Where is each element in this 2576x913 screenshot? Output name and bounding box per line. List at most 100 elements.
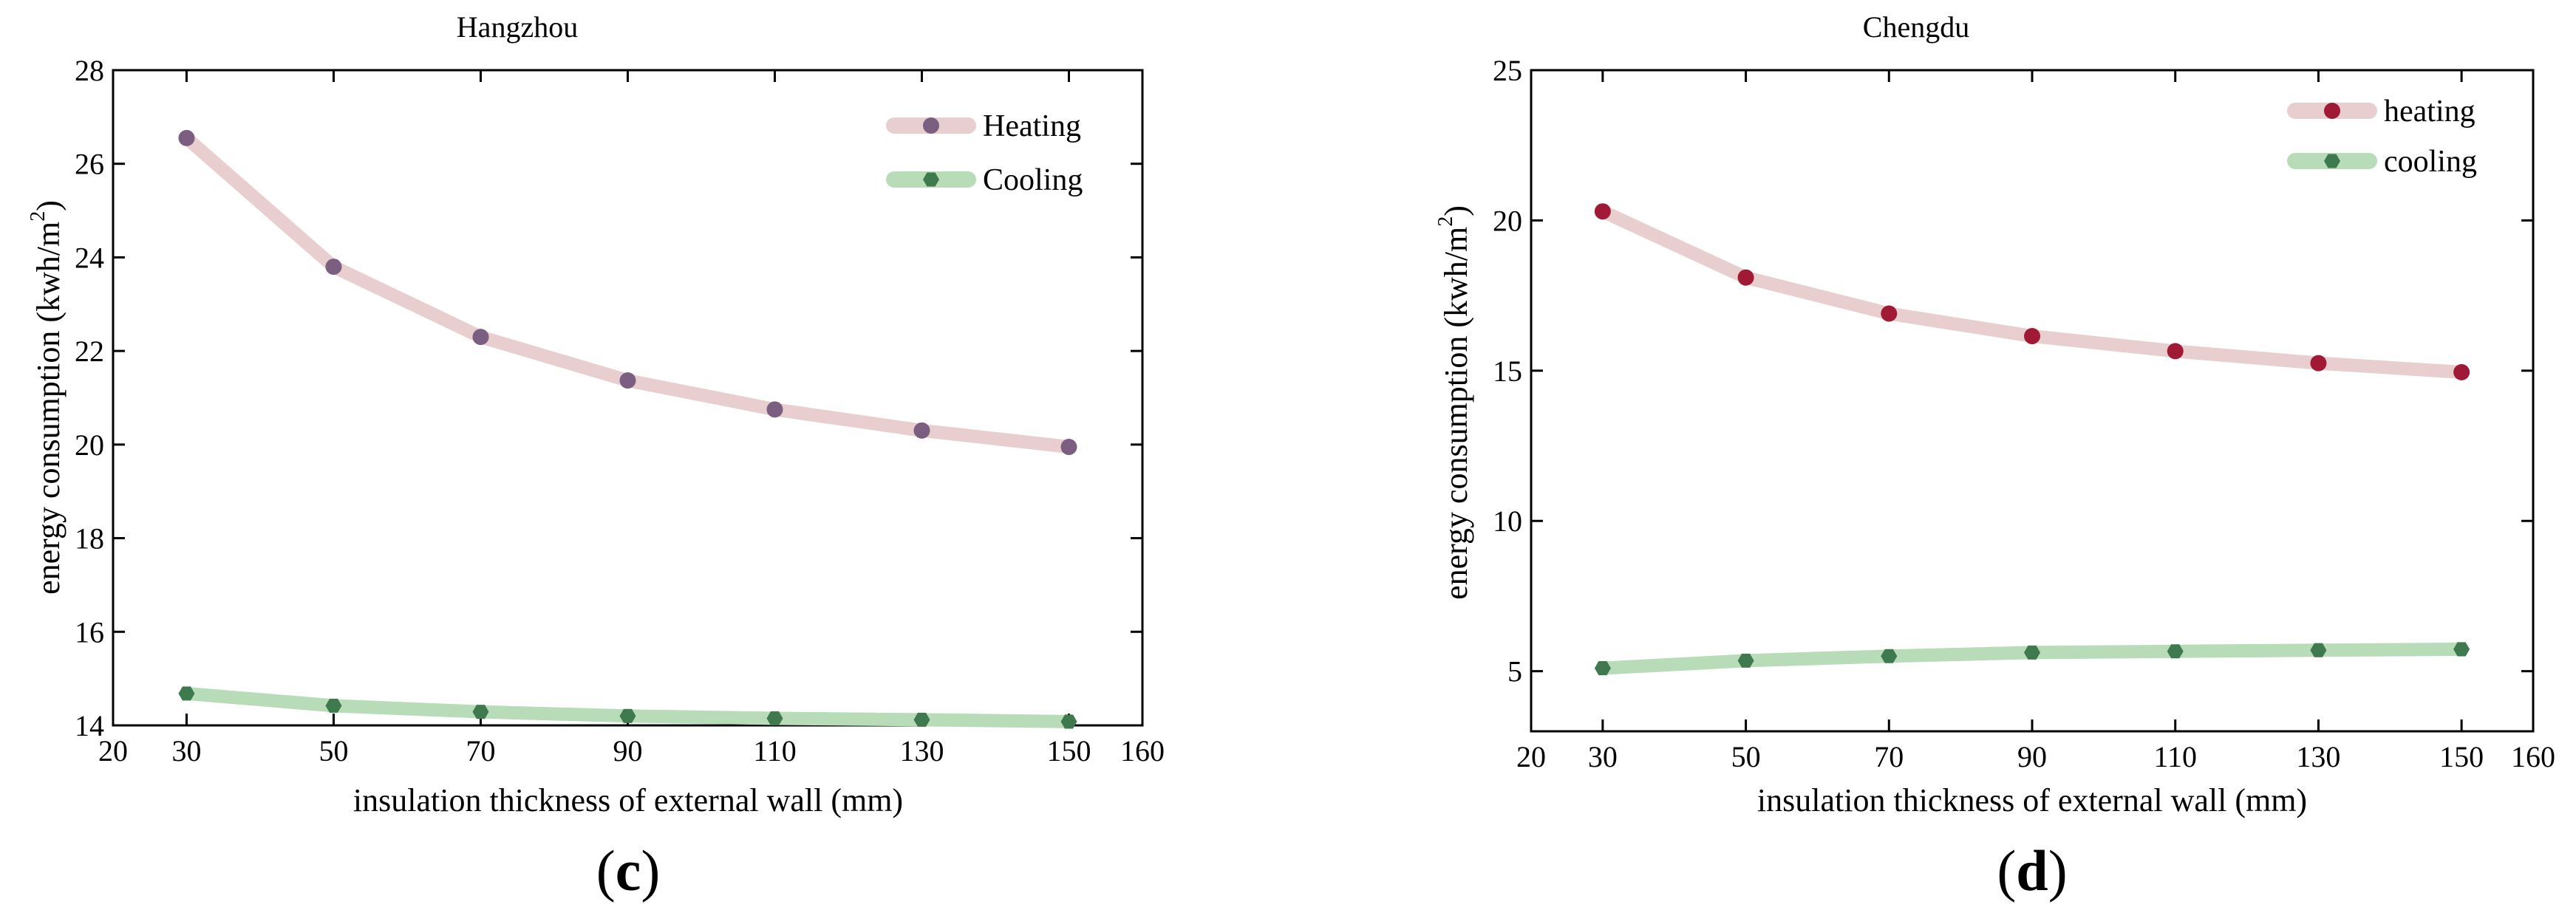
x-tick-label: 90 xyxy=(2017,740,2047,773)
y-axis-label: energy consumption (kwh/m2) xyxy=(1434,205,1474,600)
x-tick-label: 130 xyxy=(2296,740,2340,773)
y-tick-label: 10 xyxy=(1493,505,1522,538)
x-tick-label: 30 xyxy=(172,734,202,767)
data-point-cooling xyxy=(1881,649,1898,663)
x-axis-label: insulation thickness of external wall (m… xyxy=(1757,782,2307,818)
data-point-heating xyxy=(1060,439,1077,456)
y-tick-label: 14 xyxy=(75,709,104,742)
data-point-cooling xyxy=(1594,661,1611,676)
series-layer xyxy=(178,129,1077,729)
legend: Heating Cooling xyxy=(886,109,1083,197)
data-point-cooling xyxy=(619,708,636,723)
data-point-cooling xyxy=(913,712,930,727)
y-axis-label-text: energy consumption (kwh/m xyxy=(1438,227,1474,600)
data-point-heating xyxy=(178,129,195,146)
chart-chengdu: Chengdu 5 10 15 20 25 20 30 50 70 90 110 130 150 160… xyxy=(1434,10,2555,903)
plot-frame xyxy=(1530,69,2535,733)
legend-label-heating: Heating xyxy=(983,109,1081,143)
y-tick-label: 15 xyxy=(1493,355,1522,388)
data-point-cooling xyxy=(1737,653,1754,668)
y-axis-label-superscript: 2 xyxy=(27,211,50,222)
panel-label-letter: d xyxy=(2016,838,2048,903)
legend-label-heating: heating xyxy=(2384,95,2476,129)
y-axis-label-close: ) xyxy=(1438,205,1474,216)
legend-marker-heating xyxy=(923,117,939,134)
data-point-cooling xyxy=(472,705,489,719)
data-point-heating xyxy=(913,422,930,439)
x-tick-label: 20 xyxy=(98,734,128,767)
panel-label-open: ( xyxy=(1997,838,2016,903)
series-line-heating xyxy=(1595,205,2469,379)
x-tick-label: 160 xyxy=(1120,734,1165,767)
legend-label-cooling: cooling xyxy=(2384,145,2477,179)
y-axis-ticks: 14 16 18 20 22 24 26 28 xyxy=(75,54,1142,742)
y-tick-label: 25 xyxy=(1493,54,1522,87)
data-point-cooling xyxy=(766,711,783,725)
y-axis-label-text: energy consumption (kwh/m xyxy=(30,222,67,595)
panel-label: (c) xyxy=(596,838,661,903)
x-tick-label: 70 xyxy=(466,734,496,767)
legend-marker-cooling xyxy=(2324,154,2340,168)
y-tick-label: 26 xyxy=(75,148,104,181)
panel-label-open: ( xyxy=(596,838,616,903)
data-point-cooling xyxy=(2167,644,2184,659)
x-tick-label: 50 xyxy=(1731,740,1761,773)
data-point-heating xyxy=(1737,269,1754,286)
data-point-cooling xyxy=(178,686,195,701)
y-tick-label: 22 xyxy=(75,335,104,368)
data-point-heating xyxy=(2167,343,2184,360)
data-point-heating xyxy=(2453,363,2470,380)
y-tick-label: 16 xyxy=(75,615,104,649)
x-tick-label: 90 xyxy=(613,734,643,767)
data-point-cooling xyxy=(325,698,342,713)
legend-marker-cooling xyxy=(923,172,939,187)
x-tick-label: 150 xyxy=(2439,740,2484,773)
y-axis-label: energy consumption (kwh/m2) xyxy=(27,200,67,595)
data-point-cooling xyxy=(2024,645,2040,660)
x-axis-ticks: 20 30 50 70 90 110 130 150 160 xyxy=(1516,70,2555,773)
legend-marker-heating xyxy=(2324,103,2340,119)
legend-label-cooling: Cooling xyxy=(983,163,1083,197)
y-tick-label: 20 xyxy=(75,428,104,462)
y-axis-ticks: 5 10 15 20 25 xyxy=(1493,54,2533,688)
y-tick-label: 5 xyxy=(1507,655,1522,688)
x-tick-label: 50 xyxy=(319,734,349,767)
x-axis-ticks: 20 30 50 70 90 110 130 150 160 xyxy=(98,70,1165,767)
panel-label-close: ) xyxy=(641,838,660,903)
y-tick-label: 18 xyxy=(75,522,104,555)
data-point-cooling xyxy=(2310,643,2327,657)
data-point-heating xyxy=(325,259,342,276)
x-tick-label: 70 xyxy=(1874,740,1904,773)
y-axis-label-close: ) xyxy=(30,200,67,211)
data-point-heating xyxy=(1881,305,1898,322)
series-layer xyxy=(1594,203,2470,676)
data-point-cooling xyxy=(2453,642,2470,657)
x-tick-label: 150 xyxy=(1047,734,1091,767)
y-axis-label-superscript: 2 xyxy=(1434,216,1457,227)
data-point-heating xyxy=(2024,328,2040,345)
data-point-cooling xyxy=(1060,714,1077,729)
legend: heating cooling xyxy=(2287,95,2477,179)
data-point-heating xyxy=(472,329,489,346)
data-point-heating xyxy=(619,372,636,389)
x-tick-label: 30 xyxy=(1588,740,1618,773)
chart-title: Hangzhou xyxy=(457,10,578,44)
x-tick-label: 160 xyxy=(2511,740,2555,773)
panel-label-letter: c xyxy=(616,838,641,903)
data-point-heating xyxy=(2310,355,2327,372)
y-tick-label: 20 xyxy=(1493,204,1522,237)
x-tick-label: 20 xyxy=(1516,740,1546,773)
panel-label: (d) xyxy=(1997,838,2067,903)
data-point-heating xyxy=(766,401,783,418)
panel-label-close: ) xyxy=(2048,838,2068,903)
x-tick-label: 130 xyxy=(900,734,944,767)
x-tick-label: 110 xyxy=(2153,740,2197,773)
data-point-heating xyxy=(1594,203,1611,220)
x-axis-label: insulation thickness of external wall (m… xyxy=(353,782,903,818)
x-tick-label: 110 xyxy=(753,734,797,767)
y-tick-label: 24 xyxy=(75,241,104,274)
chart-title: Chengdu xyxy=(1863,10,1969,44)
y-tick-label: 28 xyxy=(75,54,104,87)
